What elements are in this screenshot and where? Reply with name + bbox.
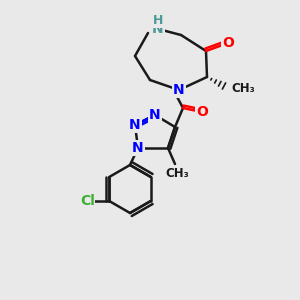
Text: N: N: [132, 141, 144, 155]
Text: N: N: [129, 118, 141, 132]
Text: N: N: [152, 22, 164, 36]
Text: H: H: [153, 14, 163, 28]
Text: CH₃: CH₃: [231, 82, 255, 94]
Text: CH₃: CH₃: [165, 167, 189, 180]
Text: O: O: [222, 36, 234, 50]
Text: N: N: [173, 83, 185, 97]
Text: O: O: [196, 105, 208, 119]
Text: Cl: Cl: [80, 194, 95, 208]
Text: N: N: [149, 108, 161, 122]
